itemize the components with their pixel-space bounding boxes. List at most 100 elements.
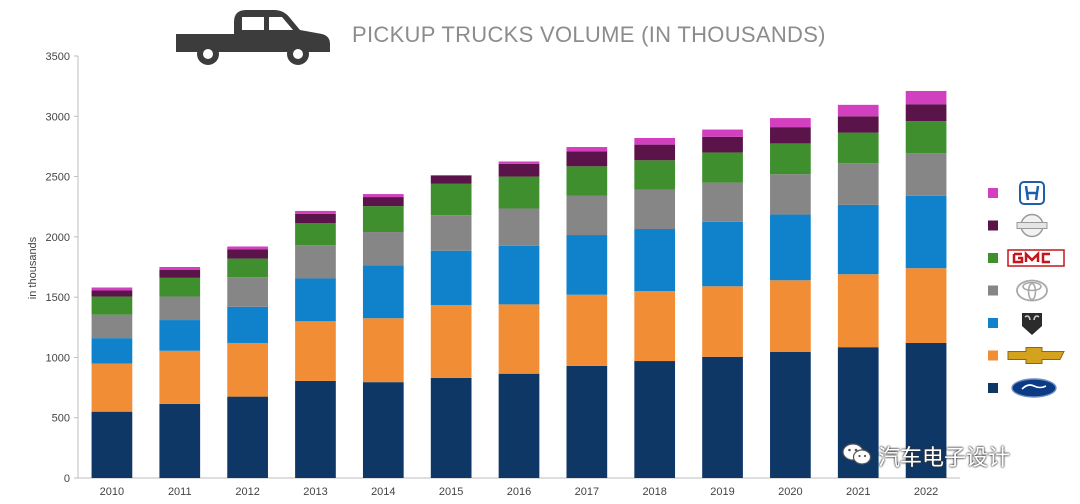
bar-segment-nissan-2014	[362, 197, 404, 207]
bar-segment-gmc-2015	[430, 183, 472, 216]
x-tick-label: 2021	[846, 486, 870, 498]
bar-segment-gmc-2021	[837, 132, 879, 164]
bar-segment-ford-2011	[159, 403, 201, 478]
bar-segment-honda-2019	[702, 129, 743, 137]
y-tick-label: 2500	[46, 172, 70, 184]
bar-segment-ford-2020	[770, 352, 811, 478]
legend-swatch-nissan	[988, 220, 998, 231]
bar-segment-nissan-2016	[498, 163, 540, 177]
x-tick-label: 2020	[778, 486, 802, 498]
bar-segment-toyota-2017	[566, 195, 608, 236]
bar-segment-toyota-2012	[227, 277, 268, 307]
bar-segment-chevrolet-2020	[770, 280, 811, 353]
bar-segment-ford-2022	[905, 342, 947, 478]
bar-segment-gmc-2014	[362, 206, 404, 233]
bar-segment-gmc-2012	[227, 258, 268, 278]
bar-segment-nissan-2017	[566, 151, 608, 167]
bar-segment-chevrolet-2021	[837, 274, 879, 348]
x-tick-label: 2017	[575, 486, 599, 498]
chart-title: PICKUP TRUCKS VOLUME (IN THOUSANDS)	[352, 22, 826, 47]
bar-segment-nissan-2019	[702, 136, 743, 153]
bar-segment-toyota-2015	[430, 215, 472, 251]
bar-segment-ram-2021	[837, 204, 879, 275]
bar-segment-ford-2014	[362, 382, 404, 478]
bar-segment-nissan-2011	[159, 270, 201, 278]
bar-segment-chevrolet-2022	[905, 268, 947, 343]
ram-logo	[1022, 313, 1042, 335]
honda-logo	[1019, 181, 1045, 205]
watermark: 汽车电子设计	[842, 440, 1010, 472]
bar-segment-ford-2012	[227, 396, 268, 478]
toyota-logo	[1016, 279, 1048, 302]
bar-segment-nissan-2012	[227, 249, 268, 259]
nissan-logo	[1016, 213, 1048, 238]
bar-segment-ram-2018	[634, 229, 676, 292]
wechat-icon	[842, 442, 872, 471]
bar-segment-chevrolet-2010	[91, 363, 133, 412]
ford-logo	[1011, 378, 1057, 398]
bar-segment-honda-2013	[295, 210, 336, 214]
legend-swatch-chevrolet	[988, 350, 998, 361]
bar-segment-ford-2015	[430, 377, 472, 478]
bar-segment-nissan-2015	[430, 175, 472, 184]
bar-segment-ram-2010	[91, 338, 133, 364]
x-tick-label: 2018	[642, 486, 666, 498]
bar-segment-chevrolet-2012	[227, 342, 268, 397]
bar-segment-toyota-2019	[702, 182, 743, 222]
bar-segment-ford-2017	[566, 365, 608, 478]
bar-segment-honda-2022	[905, 90, 947, 105]
pickup-truck-icon	[172, 8, 334, 71]
bar-segment-nissan-2010	[91, 290, 133, 297]
bar-segment-honda-2011	[159, 267, 201, 271]
bar-segment-honda-2021	[837, 104, 879, 117]
bar-segment-honda-2010	[91, 287, 133, 291]
bar-segment-nissan-2022	[905, 104, 947, 122]
bar-segment-chevrolet-2015	[430, 304, 472, 378]
bar-segment-chevrolet-2013	[295, 321, 336, 381]
bar-segment-nissan-2018	[634, 144, 676, 161]
bar-segment-honda-2012	[227, 246, 268, 250]
y-tick-label: 0	[64, 473, 70, 485]
y-tick-label: 2000	[46, 232, 70, 244]
bar-segment-toyota-2014	[362, 232, 404, 266]
bar-segment-chevrolet-2014	[362, 318, 404, 383]
bar-segment-toyota-2020	[770, 174, 811, 215]
bar-segment-chevrolet-2018	[634, 291, 676, 362]
x-tick-label: 2015	[439, 486, 463, 498]
bar-segment-ram-2015	[430, 250, 472, 305]
legend-swatch-gmc	[988, 253, 998, 263]
bar-segment-honda-2017	[566, 147, 608, 152]
bar-segment-gmc-2017	[566, 166, 608, 196]
bar-segment-ram-2016	[498, 245, 540, 305]
bar-segment-ram-2012	[227, 306, 268, 343]
x-tick-label: 2022	[914, 486, 938, 498]
bar-segment-ram-2014	[362, 265, 404, 319]
gmc-logo	[1007, 249, 1065, 267]
bar-segment-ford-2019	[702, 356, 743, 478]
x-tick-label: 2016	[507, 486, 531, 498]
bar-segment-toyota-2010	[91, 314, 133, 339]
x-tick-label: 2019	[710, 486, 734, 498]
bar-segment-toyota-2021	[837, 163, 879, 205]
bar-segment-toyota-2018	[634, 189, 676, 230]
bar-segment-honda-2014	[362, 194, 404, 198]
bar-segment-ram-2022	[905, 195, 947, 269]
bar-segment-ram-2017	[566, 235, 608, 295]
bar-segment-nissan-2013	[295, 213, 336, 223]
bar-segment-ram-2020	[770, 214, 811, 281]
bar-segment-ford-2018	[634, 361, 676, 478]
watermark-text: 汽车电子设计	[878, 446, 1011, 471]
bar-segment-gmc-2010	[91, 296, 133, 315]
bar-segment-ford-2016	[498, 373, 540, 478]
bar-segment-gmc-2022	[905, 121, 947, 154]
bar-segment-gmc-2018	[634, 160, 676, 190]
bar-segment-nissan-2020	[770, 127, 811, 144]
legend-swatch-honda	[988, 188, 998, 198]
bar-segment-ram-2013	[295, 278, 336, 322]
y-tick-label: 1500	[46, 292, 70, 304]
bar-segment-honda-2016	[498, 161, 540, 164]
x-tick-label: 2011	[168, 486, 192, 498]
legend-swatch-toyota	[988, 285, 998, 296]
bar-segment-chevrolet-2017	[566, 294, 608, 366]
